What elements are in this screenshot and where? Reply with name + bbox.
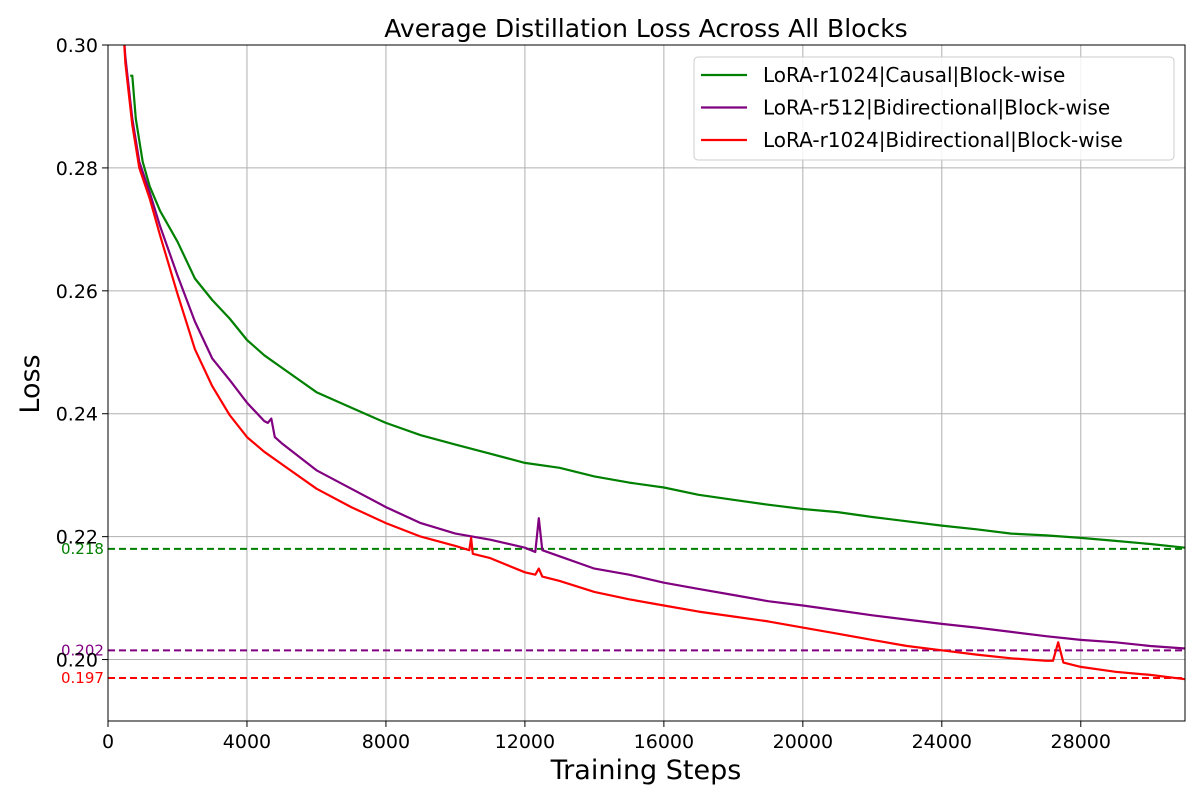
x-tick-label: 20000 bbox=[773, 731, 833, 753]
series-lines bbox=[123, 45, 1185, 681]
y-tick-label: 0.20 bbox=[56, 650, 98, 672]
x-tick-label: 28000 bbox=[1051, 731, 1111, 753]
series-line bbox=[123, 45, 1185, 650]
legend-entry: LoRA-r1024|Causal|Block-wise bbox=[763, 63, 1065, 87]
x-axis-label: Training Steps bbox=[550, 755, 742, 786]
x-tick-label: 16000 bbox=[634, 731, 694, 753]
y-tick-label: 0.24 bbox=[56, 404, 98, 426]
x-tick-label: 4000 bbox=[223, 731, 271, 753]
legend-entry: LoRA-r1024|Bidirectional|Block-wise bbox=[763, 128, 1123, 152]
x-tick-label: 24000 bbox=[912, 731, 972, 753]
plot-frame bbox=[107, 44, 1186, 722]
reference-line-label: 0.202 bbox=[61, 641, 104, 659]
y-tick-label: 0.30 bbox=[56, 35, 98, 57]
legend-entry: LoRA-r512|Bidirectional|Block-wise bbox=[763, 96, 1110, 120]
y-tick-label: 0.22 bbox=[56, 527, 98, 549]
reference-line-label: 0.197 bbox=[61, 669, 104, 687]
x-tick-label: 8000 bbox=[362, 731, 410, 753]
reference-lines: 0.218 0.202 0.197 bbox=[61, 540, 1185, 687]
legend: LoRA-r1024|Causal|Block-wise LoRA-r512|Bi… bbox=[693, 56, 1175, 161]
y-tick-label: 0.26 bbox=[56, 281, 98, 303]
chart-title: Average Distillation Loss Across All Blo… bbox=[384, 14, 907, 43]
legend-box bbox=[693, 56, 1175, 161]
reference-line-label: 0.218 bbox=[61, 540, 104, 558]
y-tick-label: 0.28 bbox=[56, 158, 98, 180]
x-tick-label: 0 bbox=[102, 731, 114, 753]
y-axis-label: Loss bbox=[15, 354, 46, 413]
series-line bbox=[123, 45, 1185, 681]
axis-ticks: 0 4000 8000 12000 16000 20000 24000 280000.200.… bbox=[56, 35, 1111, 753]
series-line bbox=[130, 74, 1185, 549]
x-tick-label: 12000 bbox=[495, 731, 555, 753]
